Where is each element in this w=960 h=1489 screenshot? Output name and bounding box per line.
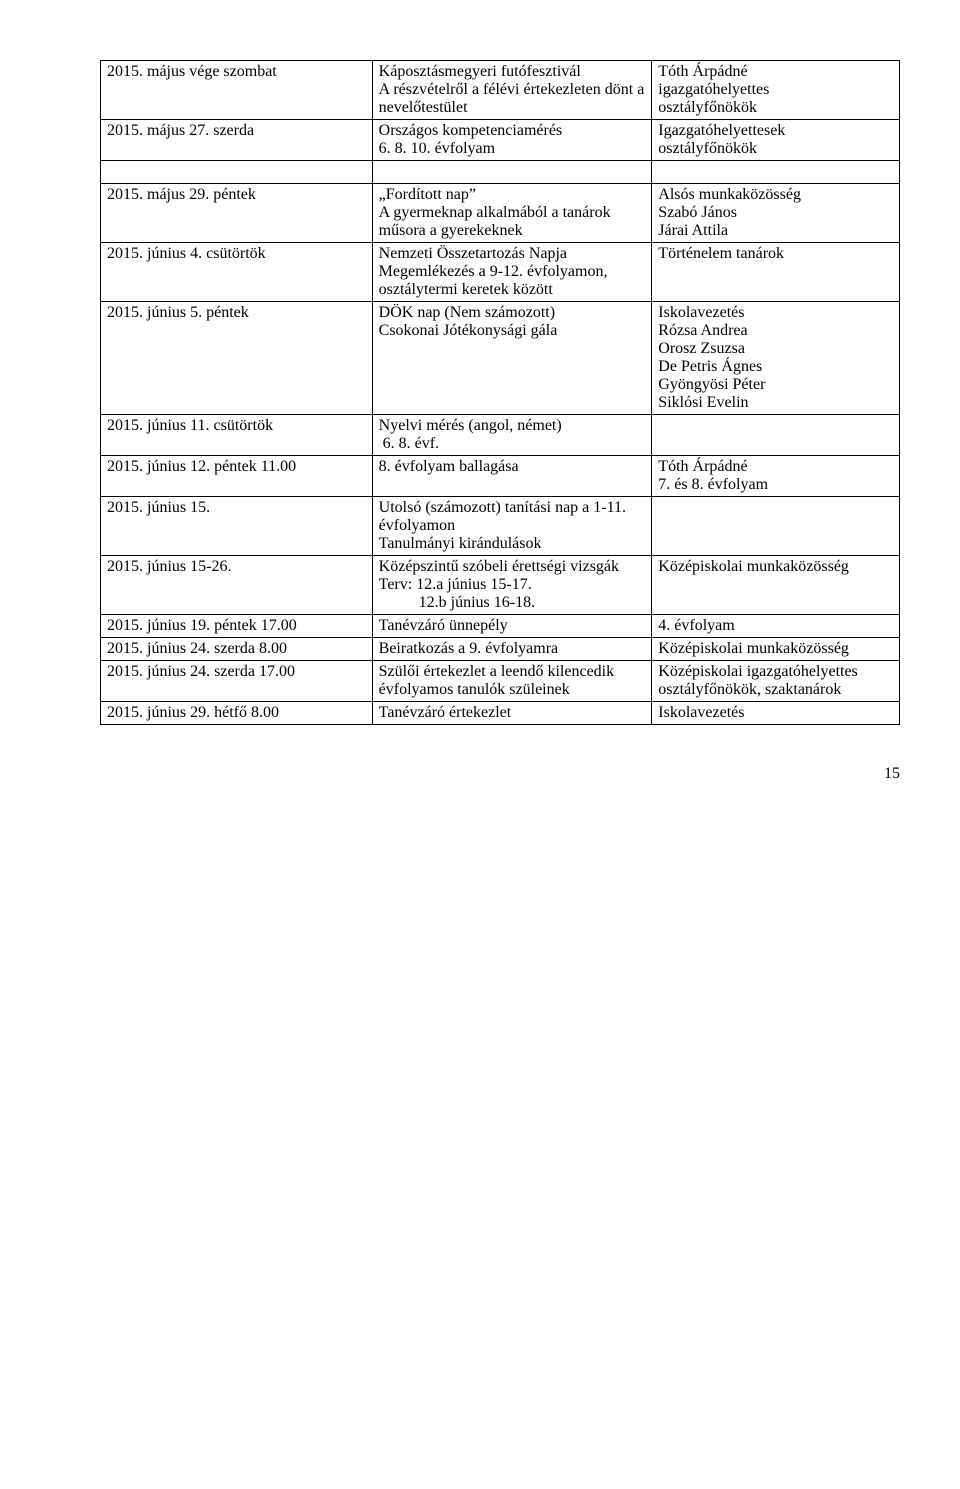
responsible-cell: Középiskolai munkaközösség (652, 638, 900, 661)
page-number: 15 (100, 765, 900, 783)
responsible-cell: Alsós munkaközösség Szabó János Járai At… (652, 184, 900, 243)
responsible-cell (652, 415, 900, 456)
responsible-cell: Iskolavezetés (652, 702, 900, 725)
table-row: 2015. május 27. szerdaOrszágos kompetenc… (101, 120, 900, 161)
date-cell: 2015. június 5. péntek (101, 302, 373, 415)
responsible-cell: Iskolavezetés Rózsa Andrea Orosz Zsuzsa … (652, 302, 900, 415)
table-row: 2015. május vége szombatKáposztásmegyeri… (101, 61, 900, 120)
date-cell: 2015. május 27. szerda (101, 120, 373, 161)
responsible-cell: 4. évfolyam (652, 615, 900, 638)
spacer-cell (372, 161, 652, 184)
table-row: 2015. június 24. szerda 8.00Beiratkozás … (101, 638, 900, 661)
event-cell: 8. évfolyam ballagása (372, 456, 652, 497)
event-cell: Káposztásmegyeri futófesztivál A részvét… (372, 61, 652, 120)
event-cell: Tanévzáró értekezlet (372, 702, 652, 725)
table-row: 2015. május 29. péntek„Fordított nap” A … (101, 184, 900, 243)
responsible-cell: Tóth Árpádné igazgatóhelyettes osztályfő… (652, 61, 900, 120)
responsible-cell: Tóth Árpádné 7. és 8. évfolyam (652, 456, 900, 497)
spacer-cell (652, 161, 900, 184)
event-cell: Országos kompetenciamérés 6. 8. 10. évfo… (372, 120, 652, 161)
event-cell: Nemzeti Összetartozás Napja Megemlékezés… (372, 243, 652, 302)
table-row: 2015. június 11. csütörtökNyelvi mérés (… (101, 415, 900, 456)
event-cell: Nyelvi mérés (angol, német) 6. 8. évf. (372, 415, 652, 456)
table-row: 2015. június 24. szerda 17.00Szülői érte… (101, 661, 900, 702)
date-cell: 2015. május vége szombat (101, 61, 373, 120)
date-cell: 2015. június 11. csütörtök (101, 415, 373, 456)
event-cell: DÖK nap (Nem számozott) Csokonai Jótékon… (372, 302, 652, 415)
date-cell: 2015. május 29. péntek (101, 184, 373, 243)
schedule-table: 2015. május vége szombatKáposztásmegyeri… (100, 60, 900, 725)
table-row: 2015. június 4. csütörtökNemzeti Összeta… (101, 243, 900, 302)
table-row: 2015. június 15-26.Középszintű szóbeli é… (101, 556, 900, 615)
spacer-row (101, 161, 900, 184)
date-cell: 2015. június 15-26. (101, 556, 373, 615)
date-cell: 2015. június 24. szerda 8.00 (101, 638, 373, 661)
date-cell: 2015. június 24. szerda 17.00 (101, 661, 373, 702)
table-row: 2015. június 15.Utolsó (számozott) tanít… (101, 497, 900, 556)
responsible-cell: Középiskolai munkaközösség (652, 556, 900, 615)
table-row: 2015. június 29. hétfő 8.00Tanévzáró ért… (101, 702, 900, 725)
event-cell: Szülői értekezlet a leendő kilencedik év… (372, 661, 652, 702)
event-cell: Utolsó (számozott) tanítási nap a 1-11. … (372, 497, 652, 556)
responsible-cell (652, 497, 900, 556)
event-cell: Tanévzáró ünnepély (372, 615, 652, 638)
date-cell: 2015. június 12. péntek 11.00 (101, 456, 373, 497)
event-cell: Beiratkozás a 9. évfolyamra (372, 638, 652, 661)
spacer-cell (101, 161, 373, 184)
date-cell: 2015. június 19. péntek 17.00 (101, 615, 373, 638)
date-cell: 2015. június 4. csütörtök (101, 243, 373, 302)
responsible-cell: Középiskolai igazgatóhelyettes osztályfő… (652, 661, 900, 702)
table-row: 2015. június 12. péntek 11.008. évfolyam… (101, 456, 900, 497)
responsible-cell: Történelem tanárok (652, 243, 900, 302)
table-row: 2015. június 19. péntek 17.00Tanévzáró ü… (101, 615, 900, 638)
event-cell: „Fordított nap” A gyermeknap alkalmából … (372, 184, 652, 243)
event-cell: Középszintű szóbeli érettségi vizsgák Te… (372, 556, 652, 615)
date-cell: 2015. június 29. hétfő 8.00 (101, 702, 373, 725)
responsible-cell: Igazgatóhelyettesek osztályfőnökök (652, 120, 900, 161)
table-row: 2015. június 5. péntekDÖK nap (Nem számo… (101, 302, 900, 415)
date-cell: 2015. június 15. (101, 497, 373, 556)
